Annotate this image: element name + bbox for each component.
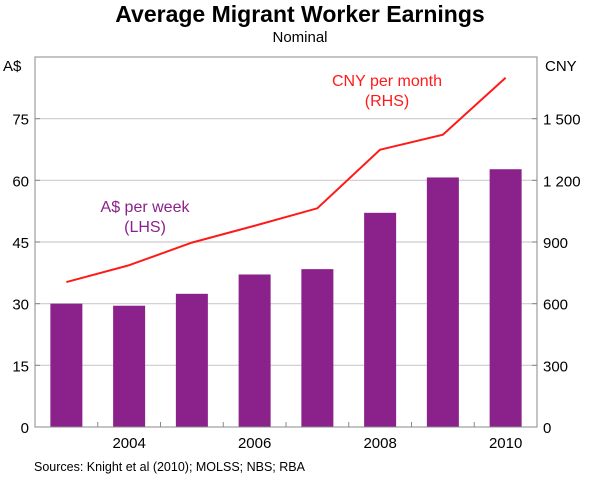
right-tick-label: 300: [543, 358, 568, 375]
bar-series-label-axis: (LHS): [124, 219, 166, 236]
bar-2008: [364, 212, 397, 427]
chart-title: Average Migrant Worker Earnings: [115, 1, 484, 27]
line-series-label: CNY per month: [332, 73, 442, 90]
bar-2003: [50, 303, 83, 427]
right-tick-label: 1 500: [543, 112, 581, 129]
x-tick-label: 2004: [112, 435, 145, 452]
left-axis-unit: A$: [3, 58, 22, 75]
cny-line: [66, 77, 507, 284]
bar-2010: [489, 169, 522, 427]
left-tick-label: 30: [12, 297, 29, 314]
bar-2005: [175, 293, 208, 427]
chart-subtitle: Nominal: [272, 29, 327, 46]
x-tick-label: 2010: [489, 435, 522, 452]
bar-2009: [426, 177, 459, 427]
right-tick-label: 900: [543, 235, 568, 252]
left-tick-label: 0: [21, 420, 29, 437]
bar-2007: [301, 269, 334, 427]
left-tick-label: 45: [12, 235, 29, 252]
left-tick-label: 15: [12, 358, 29, 375]
right-tick-label: 0: [543, 420, 551, 437]
left-tick-label: 60: [12, 173, 29, 190]
left-tick-label: 75: [12, 112, 29, 129]
bar-series-label: A$ per week: [101, 199, 191, 216]
x-tick-label: 2006: [238, 435, 271, 452]
right-axis-unit: CNY: [545, 58, 577, 75]
line-series-label-axis: (RHS): [365, 93, 409, 110]
bar-2004: [113, 305, 146, 427]
source-note: Sources: Knight et al (2010); MOLSS; NBS…: [34, 460, 306, 474]
right-tick-label: 600: [543, 297, 568, 314]
bar-2006: [238, 274, 271, 427]
right-tick-label: 1 200: [543, 173, 581, 190]
x-tick-label: 2008: [363, 435, 396, 452]
